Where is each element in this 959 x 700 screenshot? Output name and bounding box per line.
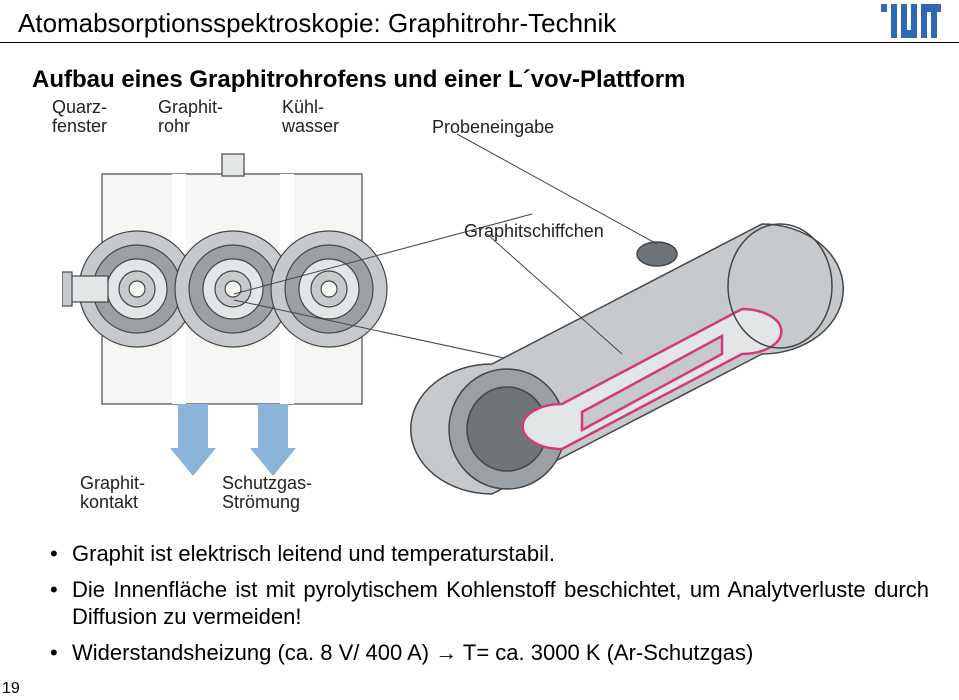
label-quarzfenster: Quarz-fenster [52, 98, 107, 136]
label-probeneingabe: Probeneingabe [432, 118, 554, 137]
label-graphitrohr: Graphit-rohr [158, 98, 223, 136]
label-graphitschiffchen: Graphitschiffchen [464, 222, 604, 241]
right-tube [411, 224, 844, 494]
left-cross-section [62, 154, 387, 476]
bullet-list: Graphit ist elektrisch leitend und tempe… [50, 540, 929, 674]
page-number: 19 [2, 680, 20, 698]
bullet-item: Widerstandsheizung (ca. 8 V/ 400 A) → T=… [50, 639, 929, 667]
label-graphitkontakt: Graphit-kontakt [80, 474, 145, 512]
diagram: Quarz-fenster Graphit-rohr Kühl-wasser P… [62, 104, 882, 518]
label-kuehlwasser: Kühl-wasser [282, 98, 339, 136]
bullet-item: Graphit ist elektrisch leitend und tempe… [50, 540, 929, 568]
title-underline [0, 42, 959, 43]
label-schutzgas: Schutzgas-Strömung [222, 474, 312, 512]
tum-logo [881, 4, 941, 43]
bullet-item: Die Innenfläche ist mit pyrolytischem Ko… [50, 576, 929, 631]
subheading: Aufbau eines Graphitrohrofens und einer … [32, 66, 685, 94]
slide-title: Atomabsorptionsspektroskopie: Graphitroh… [18, 8, 616, 39]
